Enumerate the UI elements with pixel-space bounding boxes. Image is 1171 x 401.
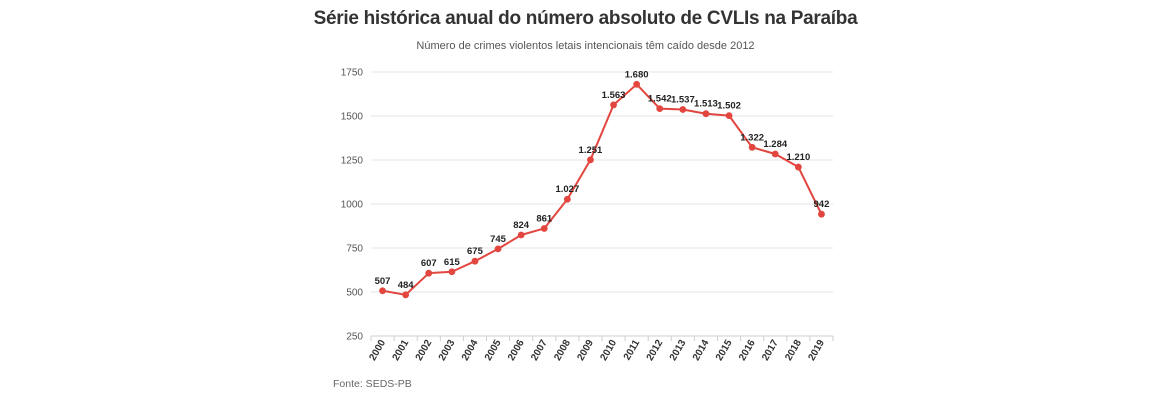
data-point bbox=[818, 210, 825, 218]
x-tick-label: 2015 bbox=[714, 338, 735, 363]
x-axis: 2000 2001 2002 2003 2004 2005 2006 2007 2008 2009… bbox=[367, 336, 834, 363]
data-points bbox=[379, 80, 825, 299]
data-point bbox=[402, 291, 410, 299]
data-label: 1.513 bbox=[694, 99, 718, 110]
y-tick-label: 1750 bbox=[341, 68, 364, 79]
data-label: 1.322 bbox=[740, 132, 764, 143]
data-label: 607 bbox=[421, 258, 437, 269]
data-point bbox=[471, 257, 479, 265]
data-label: 942 bbox=[814, 199, 830, 210]
y-tick-label: 250 bbox=[346, 332, 363, 343]
data-labels: 507 484 607 615 675 745 824 861 1.027 1.251 1.563 1… bbox=[375, 69, 830, 290]
chart-subtitle: Número de crimes violentos letais intenc… bbox=[416, 40, 755, 52]
data-point bbox=[656, 105, 664, 113]
x-tick-label: 2018 bbox=[783, 338, 804, 363]
data-point bbox=[425, 269, 433, 277]
data-label: 1.284 bbox=[763, 139, 787, 150]
x-tick-label: 2008 bbox=[552, 338, 573, 363]
data-label: 675 bbox=[467, 246, 484, 257]
y-tick-label: 1500 bbox=[341, 112, 364, 123]
y-tick-label: 750 bbox=[346, 244, 363, 255]
x-tick-label: 2007 bbox=[529, 338, 550, 363]
x-tick-label: 2011 bbox=[622, 338, 643, 363]
y-tick-label: 500 bbox=[346, 288, 363, 299]
x-tick-label: 2003 bbox=[437, 338, 458, 363]
data-point bbox=[702, 110, 710, 118]
x-tick-label: 2009 bbox=[575, 338, 596, 363]
y-axis: 250 500 750 1000 1250 1500 1750 bbox=[341, 68, 364, 343]
x-tick-label: 2001 bbox=[391, 338, 412, 363]
data-point bbox=[448, 268, 456, 276]
data-label: 507 bbox=[375, 276, 391, 287]
x-tick-label: 2002 bbox=[414, 338, 435, 363]
data-label: 615 bbox=[444, 257, 461, 268]
series-line bbox=[382, 83, 823, 296]
series-polyline bbox=[382, 83, 823, 296]
x-tick-label: 2019 bbox=[806, 338, 827, 363]
data-label: 1.542 bbox=[648, 94, 672, 105]
x-tick-label: 2010 bbox=[598, 338, 619, 363]
x-tick-label: 2014 bbox=[691, 338, 712, 363]
x-tick-label: 2017 bbox=[760, 338, 781, 363]
data-point bbox=[563, 195, 571, 203]
data-point bbox=[379, 287, 386, 295]
x-tick-label: 2016 bbox=[737, 338, 758, 363]
x-tick-label: 2013 bbox=[668, 338, 689, 363]
x-tick-label: 2000 bbox=[367, 338, 388, 363]
data-point bbox=[494, 245, 502, 253]
data-point bbox=[679, 106, 687, 113]
x-tick-label: 2004 bbox=[460, 338, 481, 363]
data-label: 861 bbox=[536, 213, 553, 224]
data-point bbox=[794, 163, 802, 171]
data-label: 1.027 bbox=[555, 184, 579, 195]
gridlines bbox=[371, 71, 833, 337]
x-tick-label: 2005 bbox=[483, 338, 504, 363]
data-label: 1.563 bbox=[602, 90, 626, 101]
data-point bbox=[517, 231, 525, 239]
x-tick-label: 2012 bbox=[645, 338, 666, 363]
data-point bbox=[587, 156, 594, 164]
source-note: Fonte: SEDS-PB bbox=[333, 378, 412, 390]
data-label: 1.680 bbox=[625, 69, 649, 80]
data-point bbox=[540, 225, 548, 232]
data-point bbox=[610, 101, 617, 109]
data-label: 1.251 bbox=[579, 145, 603, 156]
data-label: 1.502 bbox=[717, 101, 741, 112]
data-point bbox=[633, 80, 641, 88]
data-label: 1.210 bbox=[786, 152, 810, 163]
data-label: 484 bbox=[398, 280, 415, 291]
data-label: 824 bbox=[513, 220, 530, 231]
data-point bbox=[748, 143, 756, 151]
data-point bbox=[771, 150, 779, 158]
data-point bbox=[725, 112, 733, 120]
data-label: 745 bbox=[490, 234, 507, 245]
x-tick-label: 2006 bbox=[506, 338, 527, 363]
y-tick-label: 1000 bbox=[341, 200, 364, 211]
y-tick-label: 1250 bbox=[341, 156, 364, 167]
data-label: 1.537 bbox=[671, 94, 695, 105]
chart-title: Série histórica anual do número absoluto… bbox=[313, 8, 858, 29]
